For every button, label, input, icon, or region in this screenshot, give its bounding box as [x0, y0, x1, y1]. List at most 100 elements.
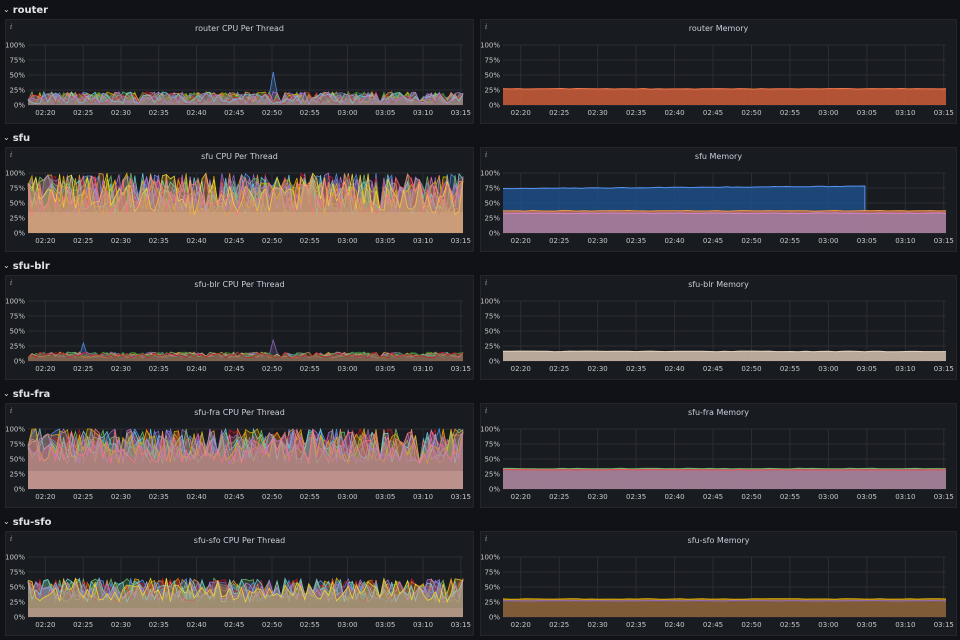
time-series-chart[interactable]: 0% 25% 50% 75% 100% 02:20 02:25 02:30 02:35 02:40…	[6, 20, 473, 123]
x-tick-label: 03:00	[337, 109, 357, 117]
time-series-chart[interactable]: 0% 25% 50% 75% 100% 02:20 02:25 02:30 02:35 02:40…	[6, 276, 473, 379]
info-icon[interactable]: i	[485, 535, 488, 543]
time-series-chart[interactable]: 0% 25% 50% 75% 100% 02:20 02:25 02:30 02:35 02:40…	[481, 532, 956, 635]
row-title: router	[12, 4, 49, 16]
y-tick-label: 0%	[14, 230, 25, 238]
panel-title[interactable]: sfu Memory	[694, 152, 743, 161]
time-series-chart[interactable]: 0% 25% 50% 75% 100% 02:20 02:25 02:30 02:35 02:40…	[6, 404, 473, 507]
x-tick-label: 02:35	[149, 237, 169, 245]
y-tick-label: 25%	[9, 599, 25, 607]
chevron-down-icon[interactable]: ⌄	[3, 132, 10, 142]
cpu-panel-router[interactable]: i router CPU Per Thread 0% 25% 50% 75% 100% 02:…	[5, 19, 474, 124]
y-tick-label: 100%	[6, 42, 25, 50]
panel-title[interactable]: router Memory	[688, 24, 749, 33]
memory-panel-sfu-sfo[interactable]: i sfu-sfo Memory 0% 25% 50% 75% 100% 02:20 02:25…	[480, 531, 957, 636]
x-tick-label: 02:55	[300, 493, 320, 501]
memory-panel-sfu[interactable]: i sfu Memory 0% 25% 50% 75% 100% 02:20 02:25 02:3…	[480, 147, 957, 252]
panel-title[interactable]: sfu-sfo Memory	[687, 536, 750, 545]
time-series-chart[interactable]: 0% 25% 50% 75% 100% 02:20 02:25 02:30 02:35 02:40…	[481, 404, 956, 507]
info-icon[interactable]: i	[10, 279, 13, 287]
panel-title[interactable]: sfu CPU Per Thread	[201, 152, 278, 161]
x-tick-label: 03:10	[895, 109, 915, 117]
y-tick-label: 50%	[9, 584, 25, 592]
row-title: sfu-sfo	[12, 516, 52, 528]
y-tick-label: 75%	[484, 569, 500, 577]
x-tick-label: 03:10	[413, 237, 433, 245]
info-icon[interactable]: i	[10, 151, 13, 159]
x-tick-label: 03:00	[818, 621, 838, 629]
x-tick-label: 02:55	[780, 237, 800, 245]
info-icon[interactable]: i	[485, 407, 488, 415]
y-tick-label: 25%	[484, 343, 500, 351]
memory-series-line	[502, 212, 947, 215]
row-header-sfu-blr[interactable]: ⌄ sfu-blr	[0, 256, 960, 276]
info-icon[interactable]: i	[485, 151, 488, 159]
row-header-router[interactable]: ⌄ router	[0, 0, 960, 20]
panel-title[interactable]: sfu-fra CPU Per Thread	[194, 408, 285, 417]
x-tick-label: 03:00	[337, 493, 357, 501]
x-tick-label: 02:35	[149, 109, 169, 117]
x-tick-label: 02:30	[111, 493, 131, 501]
cpu-panel-sfu-fra[interactable]: i sfu-fra CPU Per Thread 0% 25% 50% 75% 100% 02…	[5, 403, 474, 508]
x-tick-label: 02:55	[300, 365, 320, 373]
x-tick-label: 02:40	[664, 237, 684, 245]
x-tick-label: 02:25	[73, 109, 93, 117]
x-tick-label: 03:05	[857, 237, 877, 245]
info-icon[interactable]: i	[10, 535, 13, 543]
x-tick-label: 02:20	[511, 493, 531, 501]
cpu-panel-sfu[interactable]: i sfu CPU Per Thread 0% 25% 50% 75% 100% 02:20 0…	[5, 147, 474, 252]
x-tick-label: 02:25	[549, 621, 569, 629]
info-icon[interactable]: i	[485, 279, 488, 287]
x-tick-label: 02:30	[111, 365, 131, 373]
cpu-thread-series-line	[27, 578, 464, 603]
x-tick-label: 03:00	[818, 493, 838, 501]
panel-title[interactable]: sfu-blr CPU Per Thread	[194, 280, 285, 289]
info-icon[interactable]: i	[10, 407, 13, 415]
time-series-chart[interactable]: 0% 25% 50% 75% 100% 02:20 02:25 02:30 02:35 02:40…	[6, 148, 473, 251]
x-tick-label: 02:45	[703, 237, 723, 245]
time-series-chart[interactable]: 0% 25% 50% 75% 100% 02:20 02:25 02:30 02:35 02:40…	[481, 276, 956, 379]
x-tick-label: 02:55	[300, 237, 320, 245]
y-tick-label: 100%	[6, 426, 25, 434]
chevron-down-icon[interactable]: ⌄	[3, 516, 10, 526]
chevron-down-icon[interactable]: ⌄	[3, 260, 10, 270]
x-tick-label: 02:35	[626, 109, 646, 117]
x-tick-label: 02:30	[111, 109, 131, 117]
chevron-down-icon[interactable]: ⌄	[3, 388, 10, 398]
panel-title[interactable]: sfu-sfo CPU Per Thread	[193, 536, 286, 545]
time-series-chart[interactable]: 0% 25% 50% 75% 100% 02:20 02:25 02:30 02:35 02:40…	[481, 148, 956, 251]
cpu-thread-series-area	[28, 578, 463, 617]
memory-panel-sfu-blr[interactable]: i sfu-blr Memory 0% 25% 50% 75% 100% 02:20 02:25…	[480, 275, 957, 380]
y-tick-label: 75%	[9, 57, 25, 65]
chevron-down-icon[interactable]: ⌄	[3, 4, 10, 14]
cpu-panel-sfu-blr[interactable]: i sfu-blr CPU Per Thread 0% 25% 50% 75% 100% 02…	[5, 275, 474, 380]
cpu-thread-series-area	[28, 343, 463, 361]
memory-panel-sfu-fra[interactable]: i sfu-fra Memory 0% 25% 50% 75% 100% 02:20 02:25…	[480, 403, 957, 508]
x-tick-label: 02:40	[186, 621, 206, 629]
cpu-thread-series-line	[27, 91, 464, 105]
x-tick-label: 02:50	[262, 237, 282, 245]
x-tick-label: 02:25	[73, 493, 93, 501]
memory-series-line	[502, 599, 947, 602]
row-header-sfu[interactable]: ⌄ sfu	[0, 128, 960, 148]
panel-title[interactable]: sfu-fra Memory	[687, 408, 750, 417]
x-tick-label: 03:00	[337, 365, 357, 373]
info-icon[interactable]: i	[10, 23, 13, 31]
cpu-panel-sfu-sfo[interactable]: i sfu-sfo CPU Per Thread 0% 25% 50% 75% 100% 02…	[5, 531, 474, 636]
y-tick-label: 0%	[14, 614, 25, 622]
x-tick-label: 02:30	[588, 493, 608, 501]
time-series-chart[interactable]: 0% 25% 50% 75% 100% 02:20 02:25 02:30 02:35 02:40…	[481, 20, 956, 123]
y-tick-label: 0%	[489, 230, 500, 238]
panel-title[interactable]: sfu-blr Memory	[688, 280, 749, 289]
row-header-sfu-sfo[interactable]: ⌄ sfu-sfo	[0, 512, 960, 532]
panel-title[interactable]: router CPU Per Thread	[194, 24, 285, 33]
x-tick-label: 02:25	[73, 365, 93, 373]
x-tick-label: 03:05	[857, 109, 877, 117]
info-icon[interactable]: i	[485, 23, 488, 31]
x-tick-label: 03:10	[895, 493, 915, 501]
memory-panel-router[interactable]: i router Memory 0% 25% 50% 75% 100% 02:20 02:25 0…	[480, 19, 957, 124]
x-tick-label: 03:05	[375, 493, 395, 501]
time-series-chart[interactable]: 0% 25% 50% 75% 100% 02:20 02:25 02:30 02:35 02:40…	[6, 532, 473, 635]
row-header-sfu-fra[interactable]: ⌄ sfu-fra	[0, 384, 960, 404]
y-tick-label: 0%	[14, 486, 25, 494]
